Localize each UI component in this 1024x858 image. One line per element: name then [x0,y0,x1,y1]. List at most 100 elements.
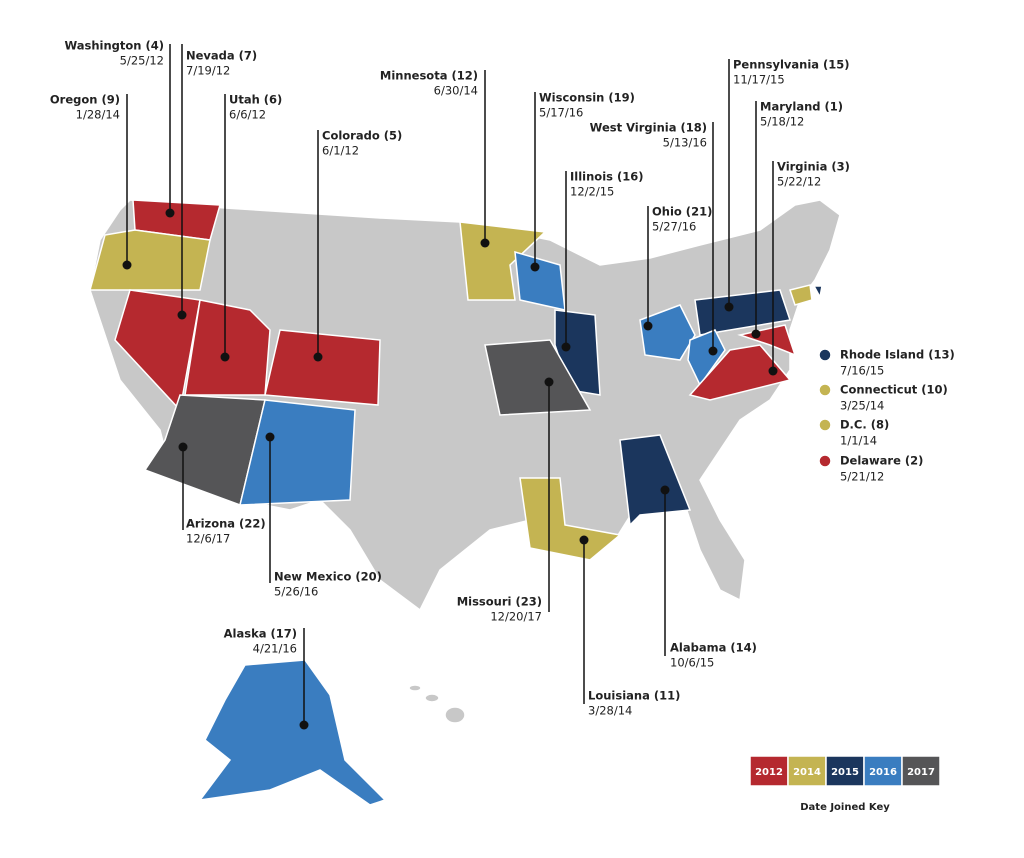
rhode-island [812,285,823,300]
marker-dot [579,535,589,545]
key-label: 2015 [831,767,859,778]
missouri [484,339,592,416]
alaska [198,659,387,806]
wisconsin [514,250,566,311]
marker-dot [768,366,778,376]
join-date: 6/1/12 [322,144,359,158]
hawaii [444,706,466,724]
arizona [143,394,266,506]
pennsylvania [694,289,791,336]
west-virginia [687,329,726,387]
marker-dot [313,352,323,362]
legend-dot [818,418,832,432]
state-name: Nevada (7) [186,49,257,63]
marker-dot [708,346,718,356]
join-date: 6/6/12 [229,108,266,122]
marker-dot [544,377,554,387]
marker-dot [165,208,175,218]
key-label: 2014 [793,767,821,778]
join-date: 12/2/15 [570,185,614,199]
louisiana [519,477,622,561]
marker-dot [122,260,132,270]
state-name: Minnesota (12) [380,69,478,83]
state-name: Missouri (23) [457,595,542,609]
join-date: 11/17/15 [733,73,785,87]
oregon [89,229,211,291]
join-date: 7/16/15 [840,364,884,378]
state-name: Virginia (3) [777,160,850,174]
state-name: Alaska (17) [224,627,297,641]
state-name: Pennsylvania (15) [733,58,850,72]
marker-dot [480,238,490,248]
ohio [639,304,696,361]
key-swatch [863,755,903,787]
side-legend: Rhode Island (13) 7/16/15 Connecticut (10)… [818,348,955,484]
marker-dot [643,321,653,331]
state-name: West Virginia (18) [590,121,707,135]
join-date: 5/17/16 [539,106,583,120]
colorado [264,329,381,406]
state-name: Alabama (14) [670,641,757,655]
state-name: Utah (6) [229,93,282,107]
join-date: 5/18/12 [760,115,804,129]
new-mexico [239,399,356,506]
key-title: Date Joined Key [800,802,890,813]
date-key: 2012 2014 2015 2016 2017 Date Joined Key [749,755,941,813]
hawaii [424,693,440,703]
legend-dot [818,383,832,397]
legend-dot [818,454,832,468]
state-name: Maryland (1) [760,100,843,114]
utah [184,299,271,396]
join-date: 5/26/16 [274,585,318,599]
key-label: 2012 [755,767,783,778]
legend-dot [818,348,832,362]
state-name: Oregon (9) [50,93,120,107]
marker-dot [724,302,734,312]
marker-dot [299,720,309,730]
marker-dot [751,329,761,339]
us-outline [89,199,841,612]
state-name: Arizona (22) [186,517,266,531]
key-swatch [901,755,941,787]
connecticut [789,284,813,306]
annotations: Washington (4)5/25/12 Nevada (7)7/19/12 Or… [50,39,850,730]
marker-dot [177,310,187,320]
state-name: Illinois (16) [570,170,644,184]
marker-dot [530,262,540,272]
marker-dot [220,352,230,362]
state-name: Wisconsin (19) [539,91,635,105]
join-date: 12/6/17 [186,532,230,546]
join-date: 5/25/12 [120,54,164,68]
join-date: 10/6/15 [670,656,714,670]
state-name: Louisiana (11) [588,689,680,703]
join-date: 1/1/14 [840,434,877,448]
join-date: 5/22/12 [777,175,821,189]
join-date: 6/30/14 [434,84,478,98]
marker-dot [660,485,670,495]
virginia [688,344,792,401]
states [89,199,841,806]
state-name: Ohio (21) [652,205,712,219]
marker-dot [178,442,188,452]
state-name: New Mexico (20) [274,570,382,584]
state-name: Washington (4) [64,39,164,53]
state-name: Colorado (5) [322,129,402,143]
join-date: 5/21/12 [840,470,884,484]
hawaii [408,684,422,692]
marker-dot [561,342,571,352]
join-date: 12/20/17 [490,610,542,624]
state-name: Delaware (2) [840,454,923,468]
join-date: 1/28/14 [76,108,120,122]
key-label: 2016 [869,767,897,778]
state-name: Connecticut (10) [840,383,948,397]
join-date: 7/19/12 [186,64,230,78]
join-date: 4/21/16 [253,642,297,656]
key-label: 2017 [907,767,935,778]
key-swatch [787,755,827,787]
marker-dot [265,432,275,442]
state-name: D.C. (8) [840,418,889,432]
join-date: 5/13/16 [663,136,707,150]
state-name: Rhode Island (13) [840,348,955,362]
join-date: 3/28/14 [588,704,632,718]
